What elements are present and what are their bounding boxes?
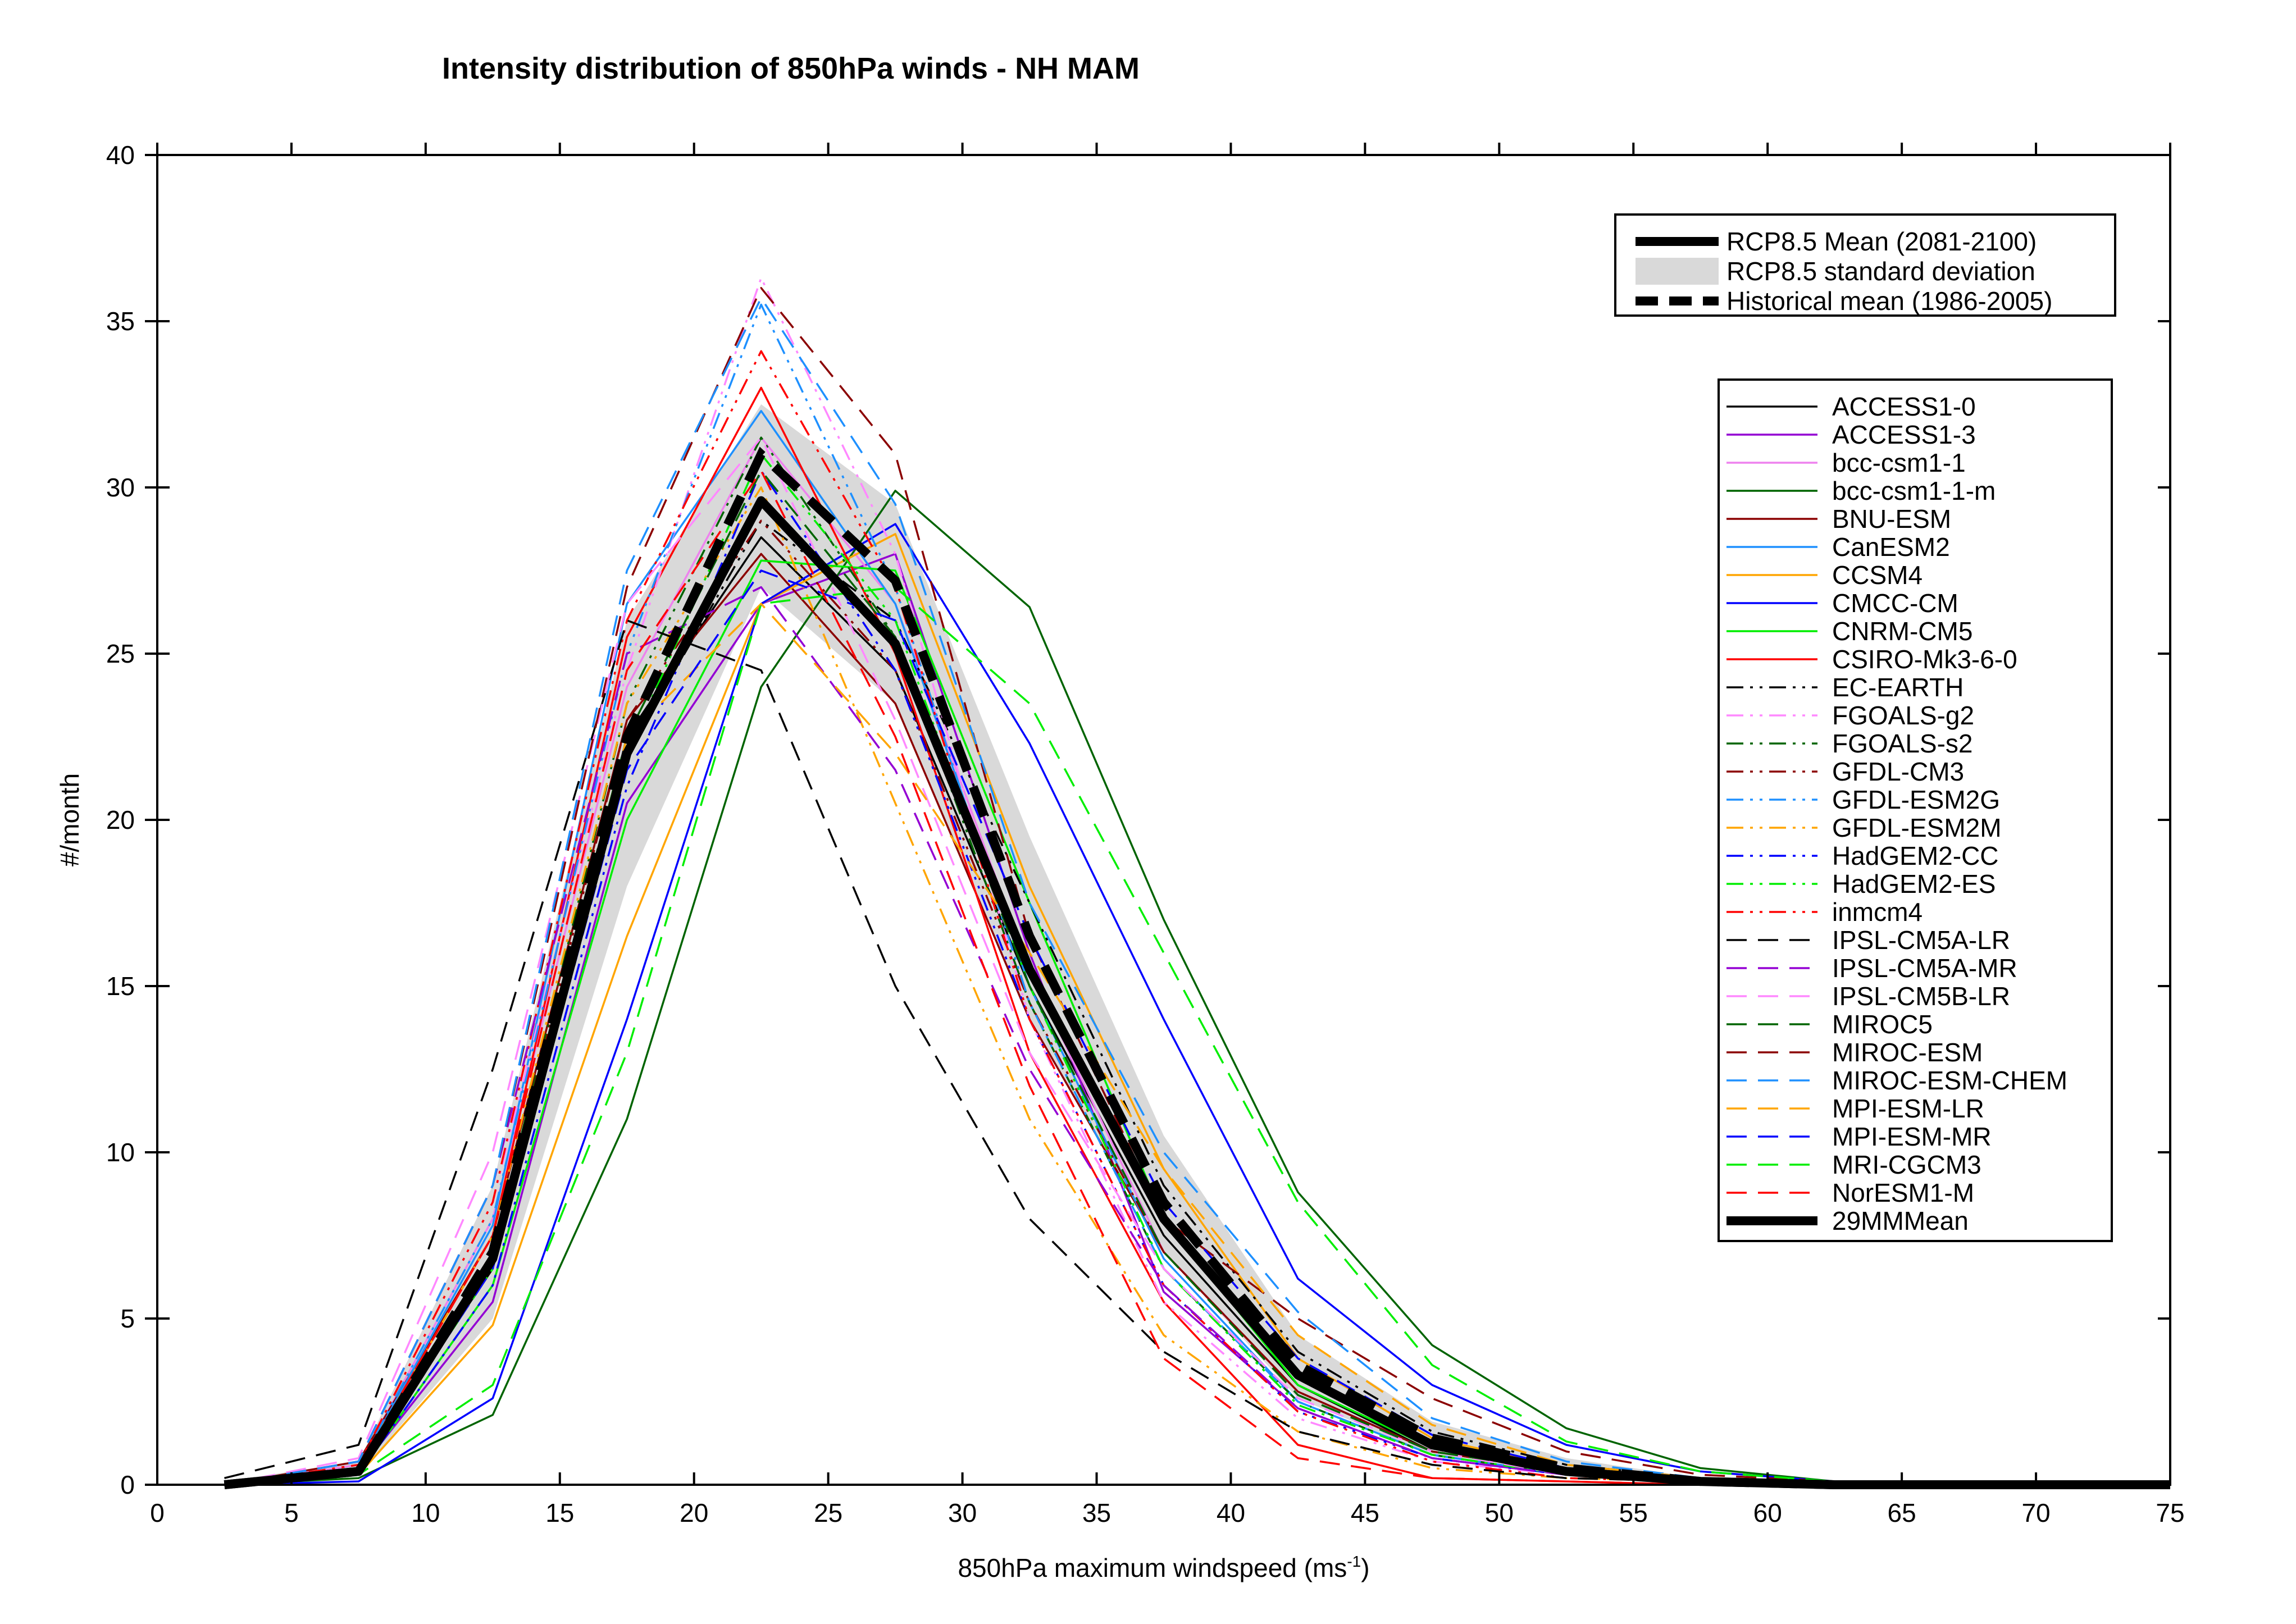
legend-label-mpi-esm-lr: MPI-ESM-LR: [1832, 1094, 1984, 1123]
y-tick-label: 15: [106, 971, 135, 1001]
legend-label-cnrm-cm5: CNRM-CM5: [1832, 617, 1972, 646]
legend-main: RCP8.5 Mean (2081-2100)RCP8.5 standard d…: [1614, 213, 2116, 317]
legend-models-box: [1718, 378, 2113, 1242]
legend-label-gfdl-cm3: GFDL-CM3: [1832, 757, 1964, 786]
x-tick-label: 25: [814, 1498, 842, 1527]
legend-label-rcp8-5-mean-2081-2100: RCP8.5 Mean (2081-2100): [1726, 227, 2037, 256]
chart-title: Intensity distribution of 850hPa winds -…: [442, 52, 1140, 85]
series-line-gfdl-esm2m: [224, 486, 2170, 1486]
y-axis-label: #/month: [55, 773, 84, 866]
legend-label-cmcc-cm: CMCC-CM: [1832, 589, 1958, 618]
x-tick-label: 70: [2021, 1498, 2050, 1527]
legend-label-ipsl-cm5a-lr: IPSL-CM5A-LR: [1832, 925, 2010, 955]
legend-label-hadgem2-es: HadGEM2-ES: [1832, 869, 1996, 898]
y-tick-label: 0: [120, 1470, 135, 1499]
x-tick-label: 50: [1485, 1498, 1514, 1527]
std-deviation-band: [224, 404, 2170, 1485]
legend-label-mri-cgcm3: MRI-CGCM3: [1832, 1150, 1981, 1179]
legend-label-gfdl-esm2g: GFDL-ESM2G: [1832, 785, 2000, 814]
series-line-miroc5: [224, 469, 2170, 1486]
axis-layer: 0 5 10 15 20 25 30 35 40 45 50 55 60 65 70 75 0 5 10 15 20 25…: [106, 140, 2185, 1527]
legend-label-bnu-esm: BNU-ESM: [1832, 504, 1951, 533]
legend-label-miroc5: MIROC5: [1832, 1010, 1933, 1039]
series-line-fgoals-s2: [224, 436, 2170, 1486]
x-tick-label: 65: [1888, 1498, 1916, 1527]
legend-label-fgoals-g2: FGOALS-g2: [1832, 701, 1974, 730]
legend-label-hadgem2-cc: HadGEM2-CC: [1832, 841, 1999, 870]
series-line-ipsl-cm5b-lr: [224, 436, 2170, 1486]
legend-label-29mmmean: 29MMMean: [1832, 1206, 1969, 1235]
legend-label-miroc-esm-chem: MIROC-ESM-CHEM: [1832, 1066, 2067, 1095]
legend-label-canesm2: CanESM2: [1832, 532, 1950, 562]
legend-label-csiro-mk3-6-0: CSIRO-Mk3-6-0: [1832, 645, 2017, 674]
series-line-inmcm4: [224, 350, 2170, 1486]
y-tick-label: 35: [106, 307, 135, 336]
y-tick-label: 10: [106, 1138, 135, 1167]
legend-label-ipsl-cm5a-mr: IPSL-CM5A-MR: [1832, 954, 2017, 983]
x-tick-label: 60: [1753, 1498, 1782, 1527]
legend-label-bcc-csm1-1: bcc-csm1-1: [1832, 448, 1966, 477]
x-axis-label: 850hPa maximum windspeed (ms-1): [958, 1553, 1369, 1582]
legend-label-access1-0: ACCESS1-0: [1832, 392, 1976, 421]
legend-label-ccsm4: CCSM4: [1832, 560, 1923, 590]
legend-swatch-band: [1636, 258, 1719, 285]
y-tick-label: 30: [106, 473, 135, 502]
x-tick-label: 0: [150, 1498, 165, 1527]
legend-label-gfdl-esm2m: GFDL-ESM2M: [1832, 813, 2002, 842]
y-tick-label: 25: [106, 639, 135, 668]
x-tick-label: 75: [2156, 1498, 2184, 1527]
x-tick-label: 45: [1351, 1498, 1379, 1527]
legend-label-noresm1-m: NorESM1-M: [1832, 1178, 1974, 1207]
x-tick-label: 20: [680, 1498, 708, 1527]
legend-label-historical-mean-1986-2005: Historical mean (1986-2005): [1726, 286, 2052, 316]
x-tick-label: 55: [1619, 1498, 1648, 1527]
y-tick-label: 40: [106, 140, 135, 170]
y-tick-label: 20: [106, 805, 135, 834]
x-tick-label: 15: [545, 1498, 574, 1527]
legend-models: ACCESS1-0ACCESS1-3bcc-csm1-1bcc-csm1-1-m…: [1718, 378, 2113, 1242]
legend-label-ec-earth: EC-EARTH: [1832, 673, 1964, 702]
x-tick-label: 5: [284, 1498, 299, 1527]
legend-label-miroc-esm: MIROC-ESM: [1832, 1038, 1983, 1067]
x-tick-label: 40: [1217, 1498, 1245, 1527]
legend-label-rcp8-5-standard-deviation: RCP8.5 standard deviation: [1726, 257, 2035, 286]
legend-label-mpi-esm-mr: MPI-ESM-MR: [1832, 1122, 1992, 1151]
x-tick-label: 35: [1082, 1498, 1111, 1527]
legend-label-ipsl-cm5b-lr: IPSL-CM5B-LR: [1832, 982, 2010, 1011]
x-tick-label: 30: [948, 1498, 977, 1527]
legend-label-bcc-csm1-1-m: bcc-csm1-1-m: [1832, 476, 1996, 505]
std-band-layer: [224, 404, 2170, 1485]
legend-label-access1-3: ACCESS1-3: [1832, 420, 1976, 449]
legend-label-fgoals-s2: FGOALS-s2: [1832, 729, 1973, 758]
y-tick-label: 5: [120, 1304, 135, 1333]
legend-label-inmcm4: inmcm4: [1832, 897, 1923, 927]
x-tick-label: 10: [411, 1498, 440, 1527]
